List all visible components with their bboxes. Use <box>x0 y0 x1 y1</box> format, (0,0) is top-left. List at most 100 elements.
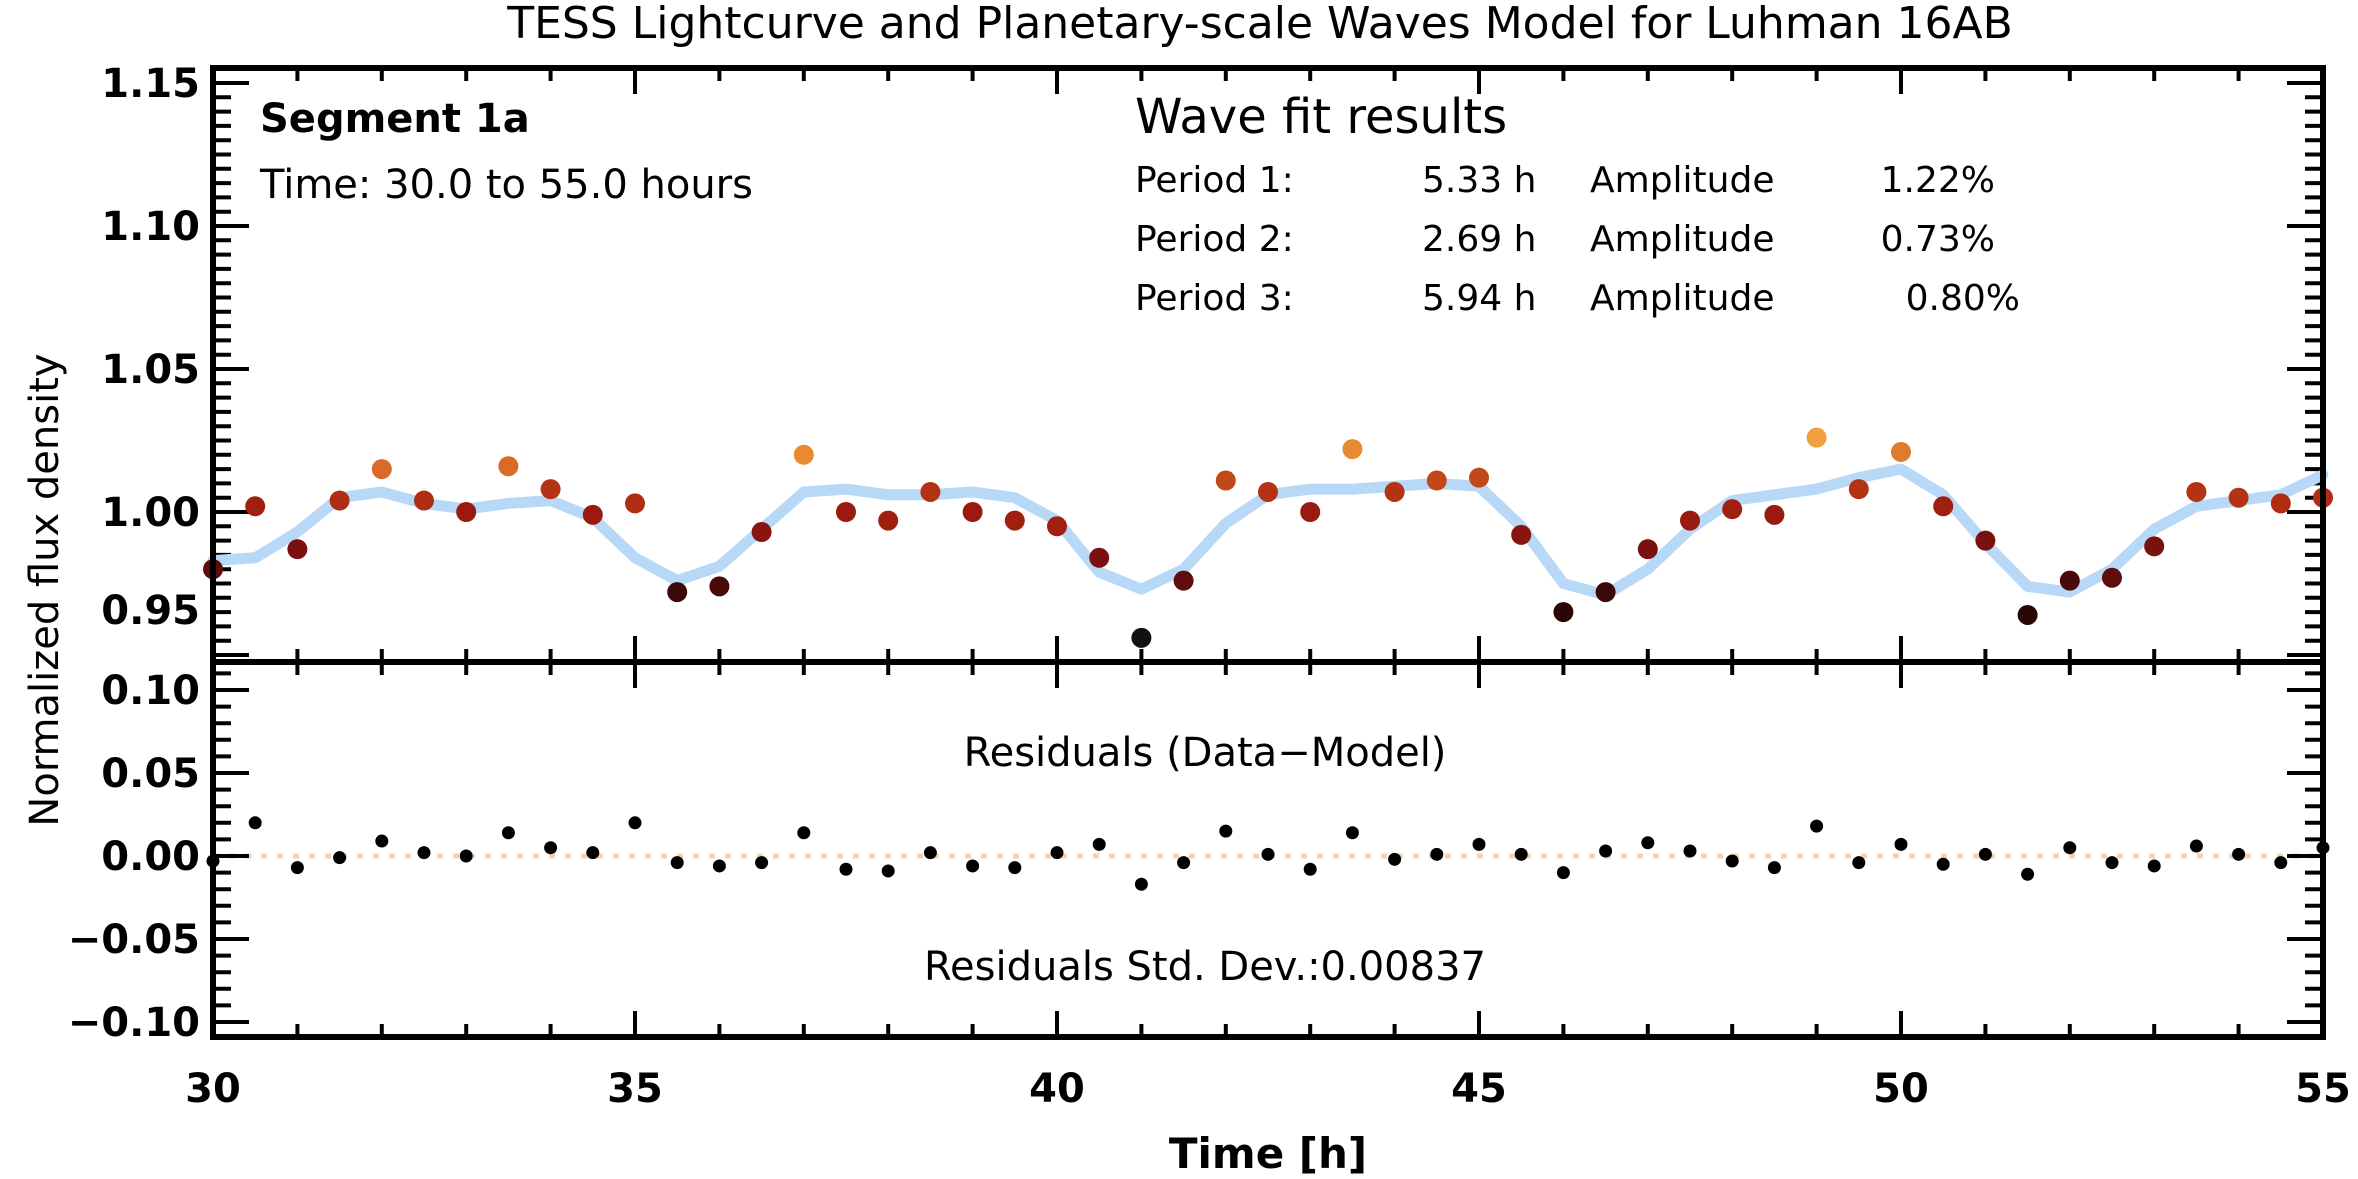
data-point <box>2144 536 2165 557</box>
residual-point <box>628 816 642 830</box>
residual-point <box>1599 844 1613 858</box>
period-label: Period 3: <box>1135 278 1294 319</box>
residual-point <box>1683 844 1697 858</box>
data-point <box>1173 570 1194 591</box>
residual-point <box>2274 856 2288 870</box>
residual-point <box>1641 836 1655 850</box>
residual-point <box>1261 847 1275 861</box>
data-point <box>751 522 772 543</box>
data-point <box>1722 499 1743 520</box>
residual-point <box>1556 866 1570 880</box>
residual-point <box>501 826 515 840</box>
data-point <box>287 539 308 560</box>
amplitude-label: Amplitude <box>1590 219 1774 260</box>
data-point <box>456 502 477 522</box>
segment-label: Segment 1a <box>260 96 530 142</box>
residual-point <box>670 856 684 870</box>
data-point <box>540 479 561 500</box>
data-point <box>878 510 899 531</box>
data-point <box>1637 539 1658 560</box>
y-tick-label: 0.00 <box>101 834 200 880</box>
data-point <box>667 582 688 603</box>
y-axis-label: Normalized flux density <box>22 353 68 826</box>
lightcurve-plot-frame <box>210 65 2326 665</box>
residual-point <box>1303 862 1317 876</box>
residual-point <box>1725 854 1739 868</box>
y-tick-label: 1.15 <box>101 61 200 107</box>
data-point <box>1806 427 1827 448</box>
amplitude-label: Amplitude <box>1590 278 1774 319</box>
residual-point <box>375 834 389 848</box>
data-point <box>1047 516 1067 537</box>
period-label: Period 1: <box>1135 160 1294 201</box>
data-point <box>371 459 392 480</box>
y-tick-label: −0.10 <box>68 1000 200 1046</box>
x-axis-label: Time [h] <box>1169 1129 1367 1178</box>
residual-point <box>290 861 304 875</box>
y-tick-label: 0.05 <box>101 751 200 797</box>
residual-point <box>248 816 262 830</box>
residual-point <box>881 864 895 878</box>
amplitude-label: Amplitude <box>1590 160 1774 201</box>
data-point <box>1764 504 1785 525</box>
data-point <box>1342 439 1363 460</box>
residual-point <box>1134 877 1148 891</box>
x-tick-label: 40 <box>1029 1066 1085 1112</box>
residual-point <box>839 862 853 876</box>
y-tick-label: 0.95 <box>101 588 200 634</box>
data-point <box>1131 627 1152 648</box>
residual-point <box>797 826 811 840</box>
residuals-stddev-label: Residuals Std. Dev.:0.00837 <box>924 944 1486 990</box>
data-point <box>2270 493 2291 514</box>
wave-fit-heading: Wave fit results <box>1135 89 1507 145</box>
residual-point <box>1978 847 1992 861</box>
data-point <box>1004 510 1025 531</box>
data-point <box>1891 441 1911 462</box>
residual-point <box>417 846 431 860</box>
period-label: Period 2: <box>1135 219 1294 260</box>
x-tick-label: 35 <box>607 1066 663 1112</box>
residual-point <box>2232 847 2246 861</box>
y-tick-label: −0.05 <box>68 917 200 963</box>
data-point <box>1595 582 1616 603</box>
data-point <box>1426 470 1447 491</box>
residuals-panel: 0.10 0.05 0.00 −0.05 −0.10 Residuals (Data−M… <box>68 659 2330 1046</box>
data-point <box>2059 570 2080 591</box>
residual-point <box>544 841 558 855</box>
data-point <box>962 502 983 522</box>
data-point <box>1933 496 1954 517</box>
data-point <box>1511 524 1532 545</box>
data-point <box>1384 481 1405 502</box>
data-point <box>920 481 941 502</box>
lightcurve-panel: 0.95 1.00 1.05 1.10 1.15 Segment 1a Time: 30… <box>101 61 2333 665</box>
x-tick-label: 45 <box>1451 1066 1507 1112</box>
amplitude-value: 0.80% <box>1906 278 2020 319</box>
residual-point <box>1388 852 1402 866</box>
amplitude-value: 0.73% <box>1881 219 1995 260</box>
residual-point <box>333 851 347 865</box>
wave-fit-row: Period 3: 5.94 h Amplitude 0.80% <box>1135 278 2020 319</box>
data-point <box>414 490 434 511</box>
residuals-label: Residuals (Data−Model) <box>964 730 1447 776</box>
data-point <box>709 576 730 597</box>
residual-point <box>2063 841 2077 855</box>
residual-point <box>1936 857 1950 871</box>
data-point <box>836 502 856 522</box>
residual-point <box>1008 861 1022 875</box>
data-point <box>498 456 519 477</box>
residual-point <box>1345 826 1359 840</box>
residual-point <box>1894 837 1908 851</box>
residual-point <box>2147 859 2161 873</box>
chart-title: TESS Lightcurve and Planetary-scale Wave… <box>506 0 2013 49</box>
data-point <box>1975 530 1996 551</box>
residual-point <box>2021 867 2035 881</box>
amplitude-value: 1.22% <box>1881 160 1995 201</box>
data-point <box>1089 547 1110 568</box>
data-point <box>1215 470 1236 491</box>
residual-point <box>1092 837 1106 851</box>
residual-point <box>1177 856 1191 870</box>
y-tick-label: 1.10 <box>101 204 200 250</box>
residual-point <box>1767 861 1781 875</box>
data-point <box>2228 487 2249 508</box>
